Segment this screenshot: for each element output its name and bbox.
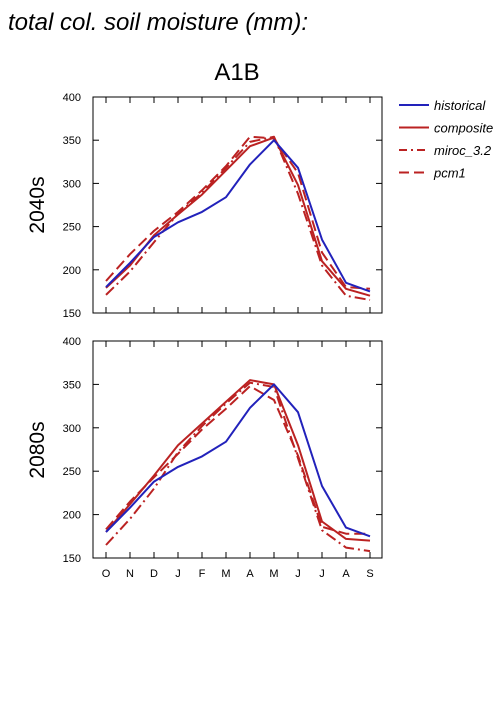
page-title: total col. soil moisture (mm): (8, 9, 308, 36)
row-label-2040s: 2040s (26, 176, 49, 233)
panel-2080s: 150 200 250 300 350 400 O N D J F M A M J J A S (63, 336, 383, 580)
y-tick-label: 400 (63, 336, 81, 348)
series-line-miroc-3-2 (105, 135, 371, 301)
x-tick-label: O (102, 568, 111, 580)
legend-label: pcm1 (433, 166, 466, 181)
panel-2040s: 150 200 250 300 350 400 (63, 92, 383, 320)
y-tick-label: 300 (63, 423, 81, 435)
legend-label: miroc_3.2 (434, 143, 492, 158)
x-tick-label: J (295, 568, 301, 580)
legend-label: historical (434, 98, 486, 113)
legend-label: composite (434, 121, 493, 136)
series-line-miroc-3-2 (105, 381, 371, 553)
y-tick-label: 400 (63, 92, 81, 104)
y-tick-label: 350 (63, 379, 81, 391)
series-line-pcm1 (105, 135, 371, 290)
series-line-pcm1 (105, 385, 370, 535)
y-tick-label: 200 (63, 265, 81, 277)
series-line-historical (105, 139, 371, 293)
y-tick-label: 250 (63, 222, 81, 234)
y-tick-label: 300 (63, 178, 81, 190)
x-tick-label: M (269, 568, 278, 580)
x-tick-label: M (221, 568, 230, 580)
x-tick-label: A (246, 568, 254, 580)
x-tick-label: J (319, 568, 325, 580)
x-tick-label: F (199, 568, 206, 580)
x-tick-label: A (342, 568, 350, 580)
plot-frame (92, 96, 383, 314)
y-tick-label: 350 (63, 135, 81, 147)
x-tick-label: D (150, 568, 158, 580)
x-tick-label: S (366, 568, 373, 580)
y-tick-label: 250 (63, 466, 81, 478)
x-tick-label: N (126, 568, 134, 580)
series-line-composite (105, 136, 371, 297)
scenario-title: A1B (214, 59, 259, 86)
y-tick-label: 150 (63, 553, 81, 565)
legend: historical composite miroc_3.2 pcm1 (399, 98, 493, 181)
row-label-2080s: 2080s (26, 421, 49, 478)
series-line-composite (105, 379, 371, 542)
y-tick-label: 150 (63, 308, 81, 320)
series-line-historical (105, 383, 371, 538)
x-tick-label: J (175, 568, 181, 580)
plot-frame (92, 340, 383, 559)
y-tick-label: 200 (63, 510, 81, 522)
